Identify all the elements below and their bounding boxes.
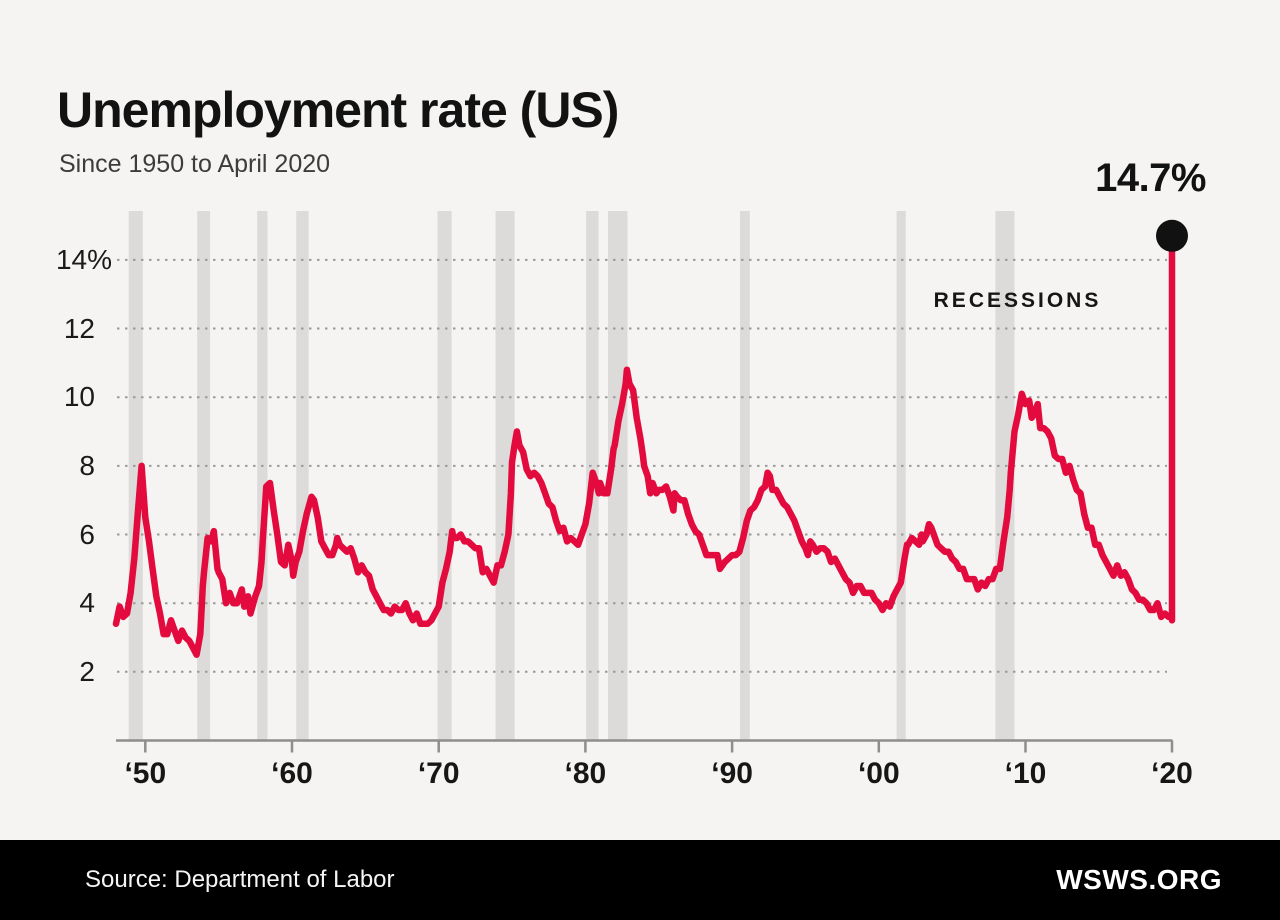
- recession-band: [128, 211, 143, 741]
- footer: Source: Department of Labor WSWS.ORG: [0, 840, 1280, 920]
- page-title: Unemployment rate (US): [57, 81, 619, 138]
- recession-band: [495, 211, 515, 741]
- page-subtitle: Since 1950 to April 2020: [59, 150, 331, 178]
- source-label: Source: Department of Labor: [85, 866, 395, 893]
- recession-band: [995, 211, 1015, 741]
- recession-band: [197, 211, 211, 741]
- recession-band: [896, 211, 906, 741]
- recession-band: [740, 211, 750, 741]
- recession-band: [296, 211, 309, 741]
- unemployment-line: [112, 232, 1176, 658]
- recession-band: [257, 211, 268, 741]
- site-label: WSWS.ORG: [1056, 864, 1222, 895]
- unemployment-line-chart: [112, 211, 1188, 753]
- recession-band: [437, 211, 452, 741]
- recession-band: [608, 211, 628, 741]
- endpoint-dot: [1156, 219, 1188, 252]
